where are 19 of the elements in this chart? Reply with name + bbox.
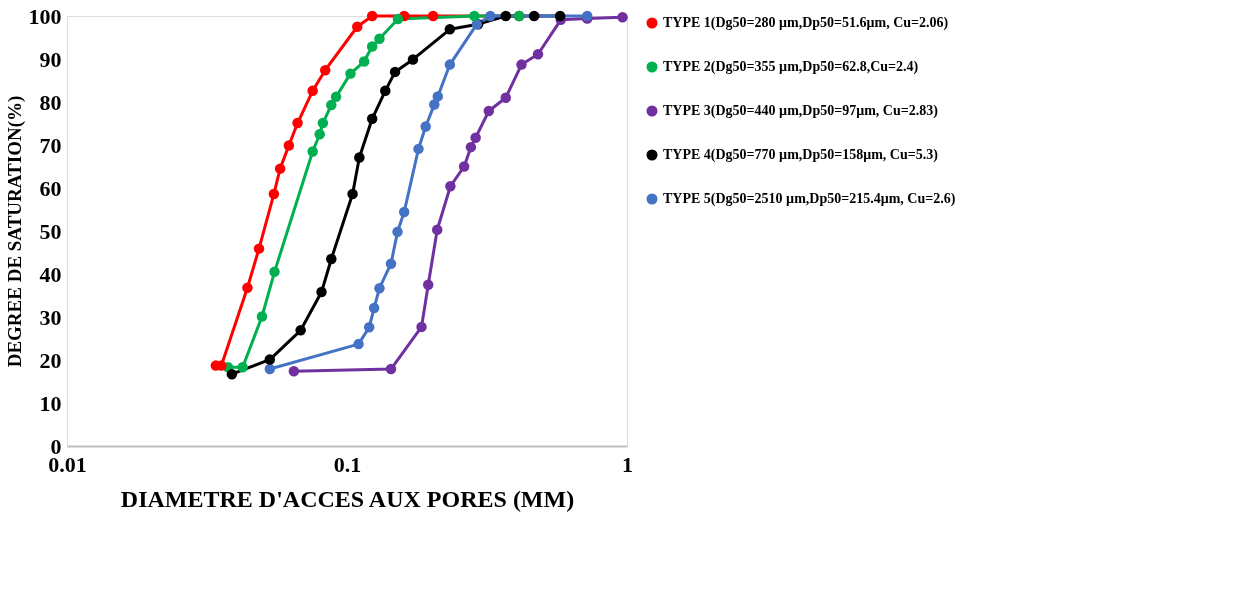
x-tick-label: 0.1 — [333, 451, 362, 477]
legend-label: TYPE 5(Dg50=2510 µm,Dp50=215.4μm, Cu=2.6) — [663, 191, 956, 207]
legend-label: TYPE 1(Dg50=280 μm,Dp50=51.6μm, Cu=2.06) — [663, 15, 949, 31]
y-tick-label: 20 — [39, 347, 62, 373]
y-tick-label: 30 — [39, 304, 62, 330]
y-tick-label: 70 — [39, 132, 62, 158]
y-tick-label: 90 — [39, 46, 62, 72]
y-tick-label: 60 — [39, 175, 62, 201]
y-tick-label: 50 — [39, 218, 62, 244]
y-tick-label: 100 — [28, 3, 62, 29]
x-tick-label: 1 — [622, 451, 633, 477]
legend-label: TYPE 4(Dg50=770 µm,Dp50=158μm, Cu=5.3) — [663, 147, 939, 163]
y-tick-label: 10 — [39, 390, 62, 416]
legend-label: TYPE 3(Dg50=440 µm,Dp50=97μm, Cu=2.83) — [663, 103, 939, 119]
y-tick-label: 80 — [39, 89, 62, 115]
y-axis-title: DEGREE DE SATURATION(%) — [3, 95, 26, 368]
legend-label: TYPE 2(Dg50=355 µm,Dp50=62.8,Cu=2.4) — [663, 59, 919, 75]
y-tick-label: 40 — [39, 261, 62, 287]
x-axis-title: DIAMETRE D'ACCES AUX PORES (MM) — [120, 485, 575, 512]
